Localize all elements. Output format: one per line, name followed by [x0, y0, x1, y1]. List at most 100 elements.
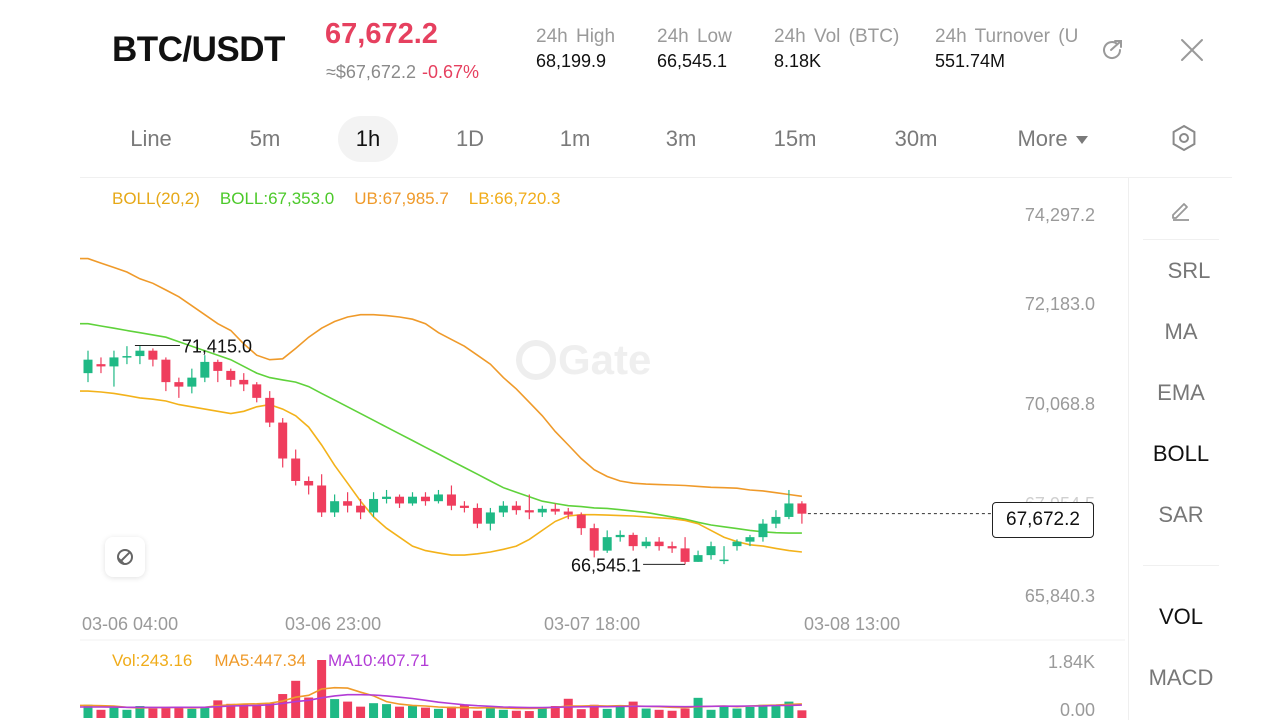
candle-body: [576, 514, 586, 529]
tool-macd[interactable]: MACD: [1148, 665, 1214, 690]
tool-ma[interactable]: MA: [1164, 319, 1198, 344]
pair-title[interactable]: BTC/USDT: [112, 30, 285, 69]
volume-bar: [420, 707, 430, 718]
candle-body: [472, 507, 482, 524]
draw-tool-icon[interactable]: [105, 537, 145, 577]
tab-30m[interactable]: 30m: [894, 126, 938, 151]
candle-body: [732, 541, 742, 547]
candle-body: [563, 511, 573, 515]
candle-body: [654, 541, 664, 547]
tab-line[interactable]: Line: [130, 126, 172, 151]
price-axis-label: 70,068.8: [1024, 394, 1095, 414]
candle-body: [148, 350, 158, 360]
volume-bar: [628, 701, 638, 718]
volume-bar: [784, 701, 794, 718]
candle-body: [356, 505, 366, 513]
pencil-icon[interactable]: [1165, 194, 1197, 226]
volume-bar: [161, 707, 171, 718]
candle-body: [511, 505, 521, 511]
candle-body: [615, 534, 625, 538]
indicator-toolbar: SRL MA EMA BOLL SAR VOL MACD: [1128, 178, 1232, 720]
time-axis-label: 03-08 13:00: [804, 614, 901, 634]
refresh-icon[interactable]: [1095, 33, 1129, 67]
volume-bar: [602, 708, 612, 718]
tab-more-label: More: [1017, 126, 1068, 151]
candle-body: [706, 546, 716, 556]
time-axis-label: 03-06 04:00: [82, 614, 179, 634]
stat-value: 68,199.9: [536, 51, 607, 71]
time-axis-label: 03-07 18:00: [544, 614, 641, 634]
candle-body: [771, 516, 781, 524]
boll-mid-value: BOLL:67,353.0: [219, 189, 335, 208]
volume-bar: [524, 711, 534, 718]
candle-body: [667, 546, 677, 549]
candle-body: [693, 555, 703, 562]
stat-label: 24h Turnover (U: [935, 26, 1079, 47]
candle-body: [628, 534, 638, 547]
tab-5m[interactable]: 5m: [249, 126, 281, 151]
volume-bar: [446, 706, 456, 718]
approx-usd-price: ≈$67,672.2: [326, 62, 416, 82]
candle-body: [369, 498, 379, 513]
candle-body: [745, 537, 755, 542]
candle-body: [252, 384, 262, 398]
tool-vol[interactable]: VOL: [1158, 604, 1204, 629]
volume-bar: [330, 699, 340, 718]
candle-body: [291, 458, 301, 481]
volume-bar: [498, 709, 508, 718]
price-chart[interactable]: Gate 71,415.0 66,545.1: [80, 180, 1125, 720]
watermark-text: Gate: [558, 336, 651, 383]
candle-body: [459, 505, 469, 508]
volume-bar: [343, 701, 353, 718]
candle-body: [122, 356, 132, 358]
volume-axis-label: 1.84K: [1047, 652, 1095, 672]
volume-bar: [83, 704, 93, 718]
volume-bar: [96, 709, 106, 718]
volume-bar: [252, 705, 262, 718]
volume-bar: [239, 704, 249, 718]
candle-body: [174, 382, 184, 387]
volume-bar: [459, 704, 469, 718]
tool-boll[interactable]: BOLL: [1152, 441, 1210, 466]
tool-srl[interactable]: SRL: [1167, 258, 1211, 283]
candle-body: [161, 359, 171, 383]
tab-15m[interactable]: 15m: [773, 126, 817, 151]
tool-ema[interactable]: EMA: [1157, 380, 1205, 405]
settings-hexagon-icon[interactable]: [1166, 120, 1202, 156]
volume-bar: [615, 706, 625, 718]
volume-bar: [485, 706, 495, 718]
volume-legend: Vol:243.16 MA5:447.34 MA10:407.71: [112, 651, 451, 671]
candle-body: [226, 370, 236, 380]
tab-more[interactable]: More: [1005, 116, 1100, 162]
volume-bar: [213, 700, 223, 718]
candle-body: [317, 485, 327, 513]
chart-panel: BTC/USDT 67,672.2 ≈$67,672.2 -0.67% 24h H…: [80, 0, 1232, 720]
candle-body: [498, 505, 508, 513]
tab-3m[interactable]: 3m: [665, 126, 697, 151]
candle-body: [719, 559, 729, 562]
high-marker-label: 71,415.0: [182, 337, 252, 357]
volume-bar: [200, 707, 210, 718]
candle-body: [278, 422, 288, 459]
tab-1h[interactable]: 1h: [338, 116, 398, 162]
close-icon[interactable]: [1175, 33, 1209, 67]
candle-body: [135, 350, 145, 357]
volume-bar: [758, 704, 768, 718]
volume-bar: [433, 708, 443, 718]
candle-body: [83, 359, 93, 374]
candle-body: [200, 361, 210, 378]
tab-1m[interactable]: 1m: [559, 126, 591, 151]
boll-lower-value: LB:66,720.3: [468, 189, 561, 208]
volume-bar: [408, 706, 417, 718]
toolbar-divider: [1143, 565, 1219, 566]
stat-24h-low: 24h Low 66,545.1: [657, 26, 732, 72]
last-price: 67,672.2: [325, 18, 438, 50]
tab-1d[interactable]: 1D: [455, 126, 485, 151]
volume-bar: [511, 710, 521, 718]
stat-label: 24h High: [536, 26, 616, 47]
tool-sar[interactable]: SAR: [1158, 502, 1204, 527]
volume-bar: [550, 706, 560, 718]
boll-upper-value: UB:67,985.7: [354, 189, 449, 208]
candle-body: [589, 528, 599, 551]
boll-legend: BOLL(20,2) BOLL:67,353.0 UB:67,985.7 LB:66,…: [112, 189, 580, 209]
